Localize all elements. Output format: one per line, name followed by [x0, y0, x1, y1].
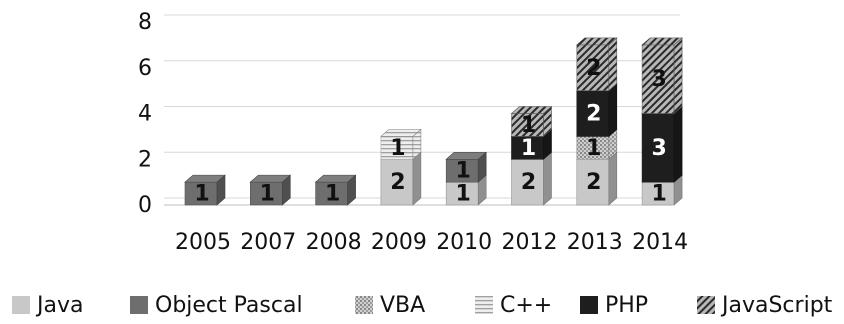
y-tick-label: 8: [138, 10, 152, 35]
legend-label: JavaScript: [720, 293, 833, 318]
x-tick-label: 2009: [371, 230, 427, 255]
bar-segment-javascript-2013: [576, 37, 618, 92]
legend-swatch: [130, 296, 148, 314]
legend-label: VBA: [380, 293, 425, 318]
legend-swatch: [697, 296, 715, 314]
bar-segment-object-pascal-2005: [184, 174, 226, 206]
data-label-java-2013: 2: [586, 170, 601, 195]
x-tick-label: 2012: [502, 230, 558, 255]
bar-segment-javascript-2014: [641, 37, 683, 115]
y-tick-label: 0: [138, 193, 152, 218]
bar-stack-2009: [380, 128, 422, 206]
legend-item-vba: VBA: [355, 293, 425, 318]
legend-item-c-: C++: [475, 293, 552, 318]
legend-swatch: [12, 296, 30, 314]
legend-label: PHP: [605, 293, 648, 318]
bar-segment-object-pascal-2008: [314, 174, 357, 206]
bar-stack-2014: [641, 37, 683, 206]
x-tick-label: 2005: [175, 230, 231, 255]
y-tick-label: 4: [138, 102, 152, 127]
y-tick-label: 2: [138, 147, 152, 172]
data-label-object-pascal-2007: 1: [260, 182, 275, 207]
x-tick-label: 2014: [632, 230, 688, 255]
bar-stack-2005: [184, 174, 226, 206]
data-label-object-pascal-2008: 1: [325, 182, 340, 207]
legend-label: Java: [35, 293, 83, 318]
data-label-java-2010: 1: [456, 182, 471, 207]
legend-item-object-pascal: Object Pascal: [130, 293, 303, 318]
bar-segment-object-pascal-2007: [249, 174, 292, 206]
bar-stack-2008: [314, 174, 357, 206]
data-label-php-2013: 2: [586, 102, 601, 127]
data-label-java-2014: 1: [651, 182, 666, 207]
x-tick-label: 2010: [436, 230, 492, 255]
bar-stack-2010: [445, 151, 487, 206]
data-label-javascript-2012: 1: [521, 113, 536, 138]
bar-segment-c--2009: [380, 128, 422, 160]
legend: Java Object Pascal VBA C++ PHP JavaScript: [12, 293, 833, 318]
data-label-javascript-2013: 2: [586, 56, 601, 81]
x-tick-label: 2008: [306, 230, 362, 255]
y-axis-ticks: 0 2 4 6 8: [138, 10, 152, 218]
data-label-javascript-2014: 3: [651, 67, 666, 92]
legend-item-php: PHP: [580, 293, 648, 318]
bar-segment-object-pascal-2010: [445, 151, 487, 183]
x-tick-label: 2013: [567, 230, 623, 255]
legend-item-java: Java: [12, 293, 83, 318]
legend-swatch: [580, 296, 598, 314]
data-label-java-2012: 2: [521, 170, 536, 195]
x-axis-ticks: 2005 2007 2008 2009 2010 2012 2013 2014: [175, 230, 688, 255]
bar-segment-java-2014: [641, 174, 683, 206]
x-tick-label: 2007: [240, 230, 296, 255]
legend-swatch: [475, 296, 493, 314]
data-label-php-2014: 3: [651, 136, 666, 161]
bar-stack-2012: [510, 105, 553, 206]
legend-item-javascript: JavaScript: [697, 293, 833, 318]
data-label-php-2012: 1: [521, 136, 536, 161]
data-label-java-2009: 2: [390, 170, 405, 195]
legend-label: C++: [500, 293, 552, 318]
legend-label: Object Pascal: [155, 293, 303, 318]
bar-segment-php-2014: [641, 105, 683, 183]
y-tick-label: 6: [138, 56, 152, 81]
data-label-object-pascal-2010: 1: [456, 159, 471, 184]
legend-swatch: [355, 296, 373, 314]
bar-segment-javascript-2012: [510, 105, 553, 138]
bar-stack-2013: [576, 37, 618, 206]
data-label-c--2009: 1: [390, 136, 405, 161]
data-label-object-pascal-2005: 1: [194, 182, 209, 207]
bar-stack-2007: [249, 174, 292, 206]
data-label-vba-2013: 1: [586, 136, 601, 161]
